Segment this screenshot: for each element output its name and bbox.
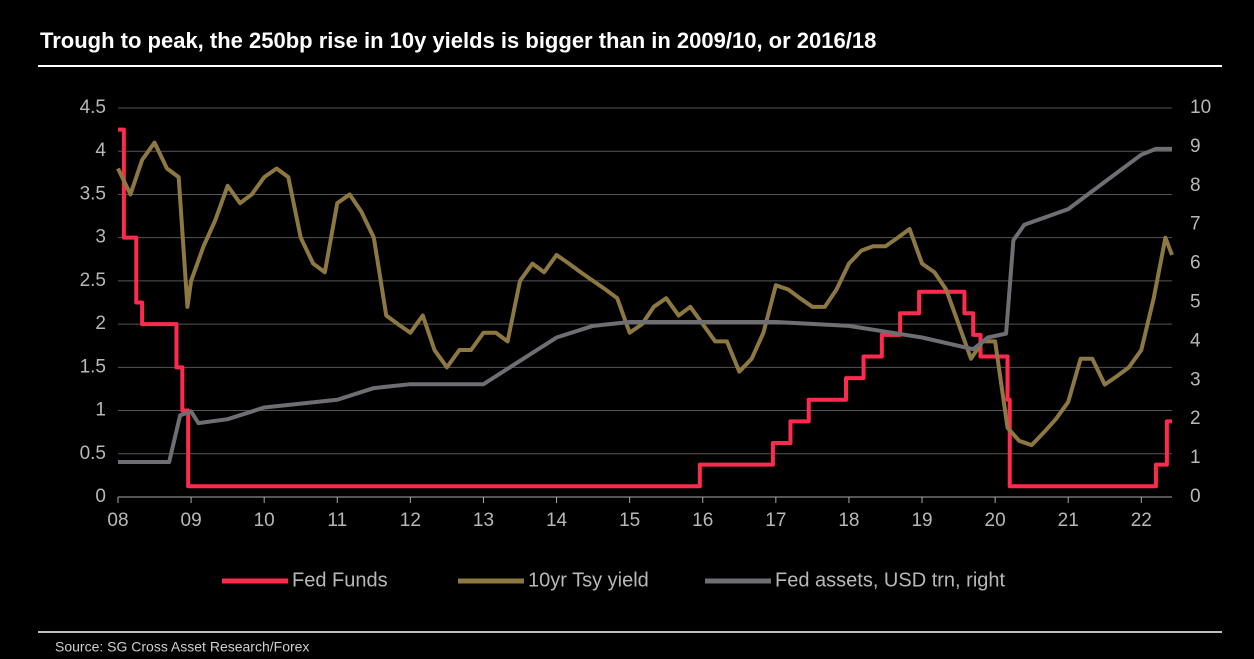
x-tick-label: 15 xyxy=(619,510,640,531)
legend-label: 10yr Tsy yield xyxy=(528,569,649,591)
x-tick-label: 09 xyxy=(181,510,202,531)
x-tick-label: 13 xyxy=(473,510,494,531)
x-tick-label: 18 xyxy=(838,510,859,531)
y-tick-label: 4 xyxy=(95,140,106,161)
chart-title: Trough to peak, the 250bp rise in 10y yi… xyxy=(40,28,876,53)
y2-tick-label: 4 xyxy=(1190,330,1201,351)
x-tick-label: 22 xyxy=(1131,510,1152,531)
y2-tick-label: 10 xyxy=(1190,97,1211,118)
x-tick-label: 16 xyxy=(692,510,713,531)
y-tick-label: 4.5 xyxy=(80,97,106,118)
legend-label: Fed Funds xyxy=(292,569,388,591)
x-tick-label: 17 xyxy=(765,510,786,531)
y2-tick-label: 0 xyxy=(1190,486,1201,507)
y2-tick-label: 2 xyxy=(1190,408,1201,429)
y2-tick-label: 5 xyxy=(1190,292,1201,313)
y2-tick-label: 7 xyxy=(1190,214,1201,235)
series-line xyxy=(118,127,1172,489)
y-tick-label: 3 xyxy=(95,227,106,248)
y-tick-label: 0 xyxy=(95,486,106,507)
x-tick-label: 14 xyxy=(546,510,568,531)
y-tick-label: 3.5 xyxy=(80,183,106,204)
legend-label: Fed assets, USD trn, right xyxy=(775,569,1006,591)
x-tick-label: 08 xyxy=(107,510,128,531)
source-note: Source: SG Cross Asset Research/Forex xyxy=(55,639,309,655)
x-tick-label: 21 xyxy=(1058,510,1079,531)
y-tick-label: 2 xyxy=(95,313,106,334)
y2-tick-label: 9 xyxy=(1190,136,1201,157)
series-line xyxy=(118,146,1172,464)
y-tick-label: 1 xyxy=(95,400,106,421)
y-tick-label: 0.5 xyxy=(80,443,106,464)
x-tick-label: 20 xyxy=(985,510,1006,531)
x-tick-label: 19 xyxy=(911,510,932,531)
y2-tick-label: 6 xyxy=(1190,253,1201,274)
y2-tick-label: 1 xyxy=(1190,447,1201,468)
x-tick-label: 12 xyxy=(400,510,421,531)
y2-tick-label: 8 xyxy=(1190,175,1201,196)
x-tick-label: 10 xyxy=(254,510,275,531)
x-tick-label: 11 xyxy=(327,510,347,531)
y-tick-label: 1.5 xyxy=(80,356,106,377)
y2-tick-label: 3 xyxy=(1190,369,1201,390)
y-tick-label: 2.5 xyxy=(80,270,106,291)
series-line xyxy=(116,140,1174,448)
